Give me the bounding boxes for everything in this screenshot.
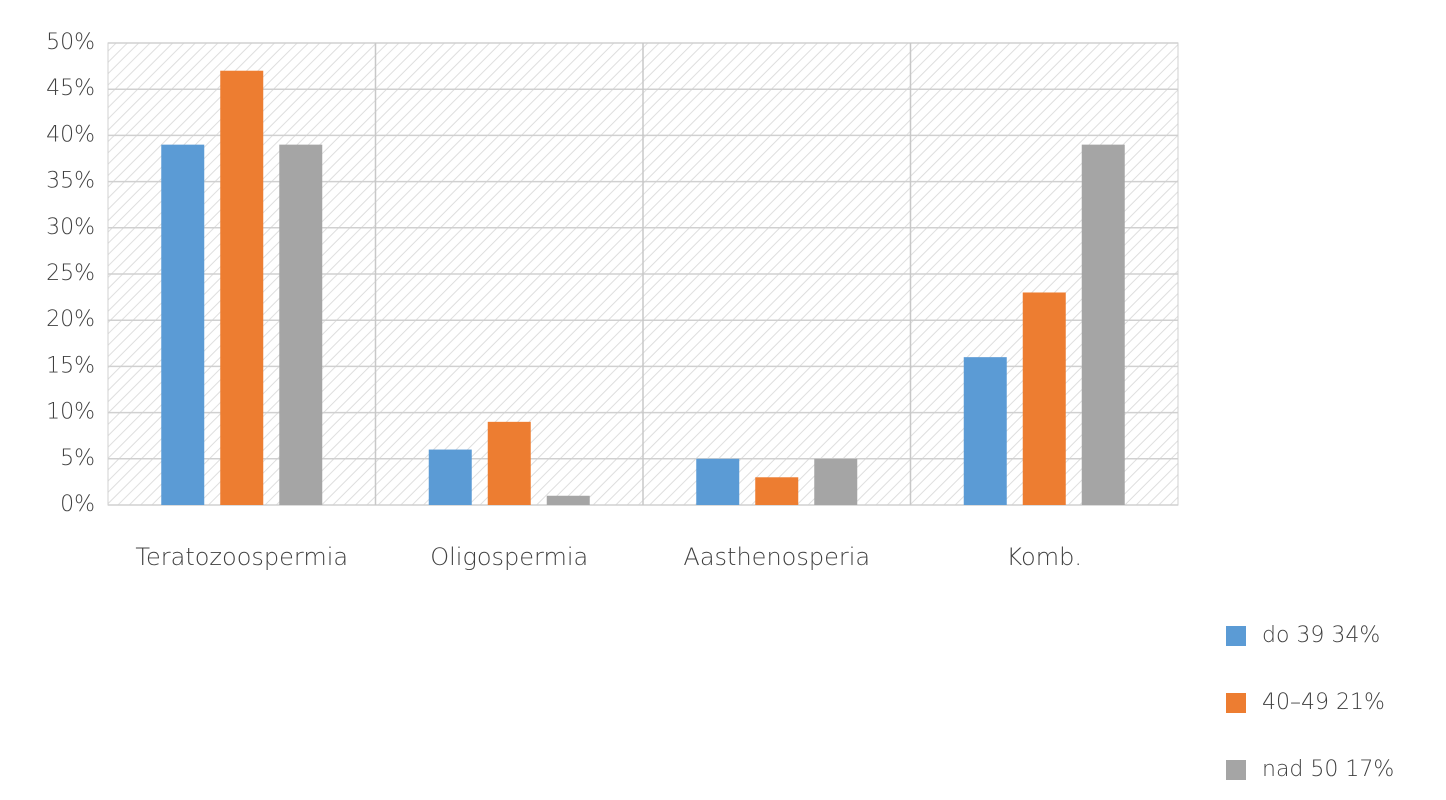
legend-swatch bbox=[1226, 760, 1246, 780]
x-tick-label: Aasthenosperia bbox=[683, 543, 870, 571]
x-tick-label: Teratozoospermia bbox=[135, 543, 348, 571]
bar bbox=[279, 144, 323, 505]
y-tick-label: 15% bbox=[46, 353, 95, 378]
y-tick-label: 30% bbox=[46, 215, 95, 240]
bar bbox=[755, 477, 799, 505]
legend-label: nad 50 17% bbox=[1262, 757, 1394, 782]
x-tick-label: Oligospermia bbox=[430, 543, 588, 571]
y-tick-label: 10% bbox=[46, 400, 95, 425]
y-tick-label: 45% bbox=[46, 76, 95, 101]
bar bbox=[487, 421, 531, 505]
bar bbox=[696, 458, 740, 505]
legend-swatch bbox=[1226, 693, 1246, 713]
bar bbox=[814, 458, 858, 505]
bar bbox=[546, 495, 590, 505]
y-tick-label: 35% bbox=[46, 169, 95, 194]
x-tick-label: Komb. bbox=[1007, 543, 1082, 571]
bar bbox=[1081, 144, 1125, 505]
y-tick-label: 50% bbox=[46, 30, 95, 55]
legend-label: do 39 34% bbox=[1262, 623, 1380, 648]
legend-swatch bbox=[1226, 626, 1246, 646]
bar bbox=[161, 144, 205, 505]
bar bbox=[428, 449, 472, 505]
y-tick-label: 40% bbox=[46, 122, 95, 147]
y-tick-label: 20% bbox=[46, 307, 95, 332]
y-tick-label: 25% bbox=[46, 261, 95, 286]
bar bbox=[220, 70, 264, 505]
bar bbox=[963, 357, 1007, 505]
legend-label: 40–49 21% bbox=[1262, 690, 1385, 715]
bar bbox=[1022, 292, 1066, 505]
y-tick-label: 5% bbox=[60, 446, 95, 471]
y-tick-label: 0% bbox=[60, 492, 95, 517]
